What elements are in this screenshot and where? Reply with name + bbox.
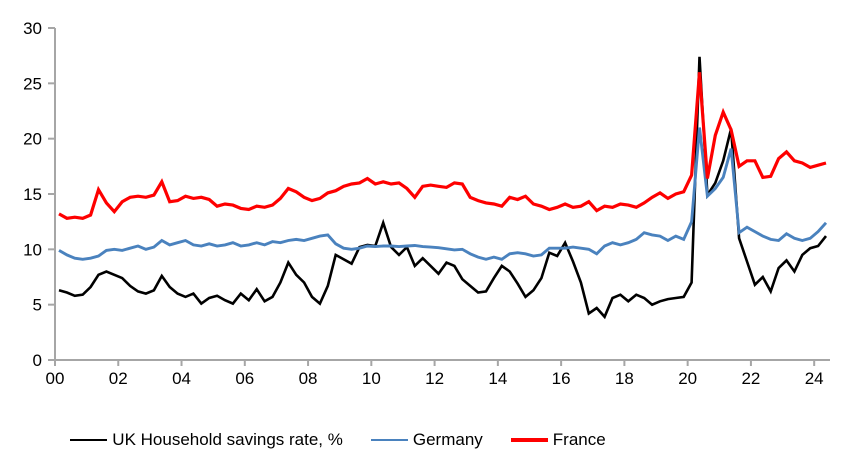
y-tick-label: 0	[33, 351, 42, 370]
legend-label: France	[552, 430, 606, 449]
series-line-1	[58, 127, 828, 261]
x-tick-label: 20	[678, 369, 697, 388]
x-tick-label: 10	[362, 369, 381, 388]
series-line-2	[58, 72, 827, 220]
x-tick-label: 22	[741, 369, 760, 388]
x-tick-label: 14	[488, 369, 507, 388]
legend-item-1: Germany	[370, 430, 483, 450]
x-tick-label: 18	[615, 369, 634, 388]
x-tick-label: 06	[235, 369, 254, 388]
x-tick-label: 12	[425, 369, 444, 388]
x-tick-label: 04	[172, 369, 191, 388]
x-tick-label: 08	[299, 369, 318, 388]
x-tick-label: 00	[46, 369, 65, 388]
legend-item-0: UK Household savings rate, %	[70, 430, 343, 450]
legend-item-2: France	[510, 430, 606, 450]
x-tick-label: 02	[109, 369, 128, 388]
legend-swatch-icon	[510, 438, 548, 442]
y-tick-label: 5	[33, 296, 42, 315]
y-tick-label: 15	[23, 185, 42, 204]
legend-swatch-icon	[370, 438, 408, 442]
x-tick-label: 16	[552, 369, 571, 388]
legend-swatch-icon	[70, 438, 108, 442]
y-tick-label: 25	[23, 74, 42, 93]
legend-label: Germany	[412, 430, 483, 449]
y-tick-label: 10	[23, 240, 42, 259]
chart-canvas: 0 5 10 15 20 25 30 00 02 04 06 08 10 12 14 16 18 20 22 24	[23, 19, 830, 388]
legend-label: UK Household savings rate, %	[112, 430, 343, 449]
y-tick-label: 20	[23, 130, 42, 149]
x-tick-label: 24	[805, 369, 824, 388]
legend: UK Household savings rate, % Germany Franc…	[0, 430, 764, 450]
y-tick-label: 30	[23, 19, 42, 38]
